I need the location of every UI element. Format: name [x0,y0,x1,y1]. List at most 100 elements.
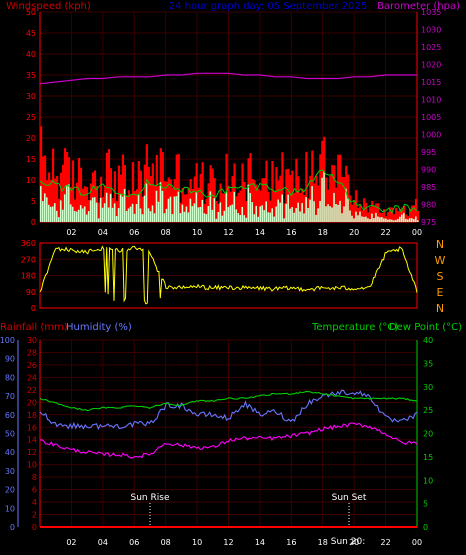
wind-min-bar [273,216,275,222]
wind-gust-bar [237,192,240,222]
wind-gust-bar [251,179,254,222]
wind-min-bar [159,182,162,222]
wind-gust-bar [249,153,252,222]
wind-min-bar [169,196,172,222]
x-tick-label: 22 [380,538,390,547]
wind-min-bar [153,213,156,222]
wind-min-bar [377,216,379,222]
wind-gust-bar [203,203,206,222]
wind-min-bar [85,214,88,222]
wind-gust-bar [371,201,374,222]
wind-min-bar [405,218,407,222]
wind-min-bar [201,199,204,222]
wind-min-bar [191,206,194,222]
humidity-tick-label: 0 [10,523,15,532]
wind-min-bar [147,208,150,222]
wind-min-bar [121,196,124,222]
x-tick-label: 18 [318,538,328,547]
windspeed-tick-label: 40 [26,50,36,59]
wind-gust-bar [315,175,318,222]
wind-min-bar [89,200,92,222]
wind-min-bar [385,218,387,222]
humidity-tick-label: 90 [5,355,15,364]
wind-gust-bar [201,162,204,222]
wind-min-bar [61,209,64,222]
wind-min-bar [223,210,226,222]
wind-min-bar [391,219,393,222]
barometer-line [39,72,417,85]
humidity-axis-label: Humidity (%) [66,322,132,333]
wind-gust-bar [291,170,294,222]
wind-direction-line [39,245,418,305]
wind-gust-bar [151,163,154,222]
wind-gust-bar [41,156,45,222]
wind-min-bar [371,213,373,222]
wind-gust-bar [389,207,392,222]
wind-min-bar [45,197,48,222]
wind-gust-bar [83,186,87,222]
wind-min-bar [293,212,295,222]
wind-min-bar [207,206,210,222]
wind-min-bar [231,204,234,222]
wind-barometer-panel: 0510152025303540455097598098599099510001… [26,8,442,237]
wind-min-bar [181,204,184,222]
wind-min-bar [399,216,401,222]
wind-min-bar [259,206,262,222]
wind-min-bar [111,207,114,222]
wind-min-bar [407,219,409,222]
wind-min-bar [105,192,108,222]
wind-gust-bar [87,200,91,222]
rain-tick-label: 20 [27,398,37,407]
wind-min-bar [357,215,359,222]
wind-min-bar [375,212,377,222]
wind-min-bar [271,208,273,222]
wind-min-bar [51,206,54,222]
wind-gust-bar [137,161,140,222]
x-tick-label: 14 [255,538,265,547]
wind-gust-bar [197,187,200,222]
wind-gust-bar [43,155,47,222]
wind-min-bar [133,213,136,222]
wind-min-bar [237,213,240,222]
wind-min-bar [295,208,297,222]
wind-min-bar [73,211,76,222]
wind-gust-bar [215,200,218,222]
wind-min-bar [301,203,303,222]
wind-gust-bar [40,126,43,222]
wind-gust-bar [407,216,410,222]
barometer-tick-label: 1000 [421,131,441,140]
barometer-tick-label: 975 [421,218,436,227]
wind-gust-bar [175,154,178,222]
x-tick-label: 22 [380,228,390,237]
wind-min-bar [323,171,325,222]
wind-gust-bar [47,172,51,222]
humidity-tick-label: 60 [5,411,15,420]
wind-gust-bar [127,190,130,222]
wind-gust-bar [273,190,276,222]
temp-tick-label: 15 [423,453,433,462]
wind-min-bar [367,218,369,222]
wind-min-bar [135,204,138,222]
wind-min-bar [95,202,98,222]
rain-tick-label: 6 [32,486,37,495]
temp-tick-label: 10 [423,476,433,485]
wind-gust-bar [235,196,238,222]
wind-gust-bar [71,160,75,222]
wind-min-bar [379,217,381,222]
wind-gust-bar [331,164,334,222]
wind-gust-bar [147,166,150,222]
wind-min-bar [305,197,307,222]
wind-min-bar [339,200,341,222]
rain-tick-label: 2 [32,511,37,520]
wind-gust-bar [51,148,55,222]
temp-humidity-panel: 0102030405060708090100024681012141618202… [0,336,433,547]
wind-min-bar [59,200,62,222]
barometer-tick-label: 1035 [421,8,441,17]
wind-min-bar [83,206,86,222]
wind-min-bar [241,206,244,222]
barometer-axis-label: Barometer (hpa) [377,1,460,12]
wind-gust-bar [263,178,266,222]
current-time-label: Sun 20: [331,537,365,547]
wind-gust-bar [75,182,79,222]
